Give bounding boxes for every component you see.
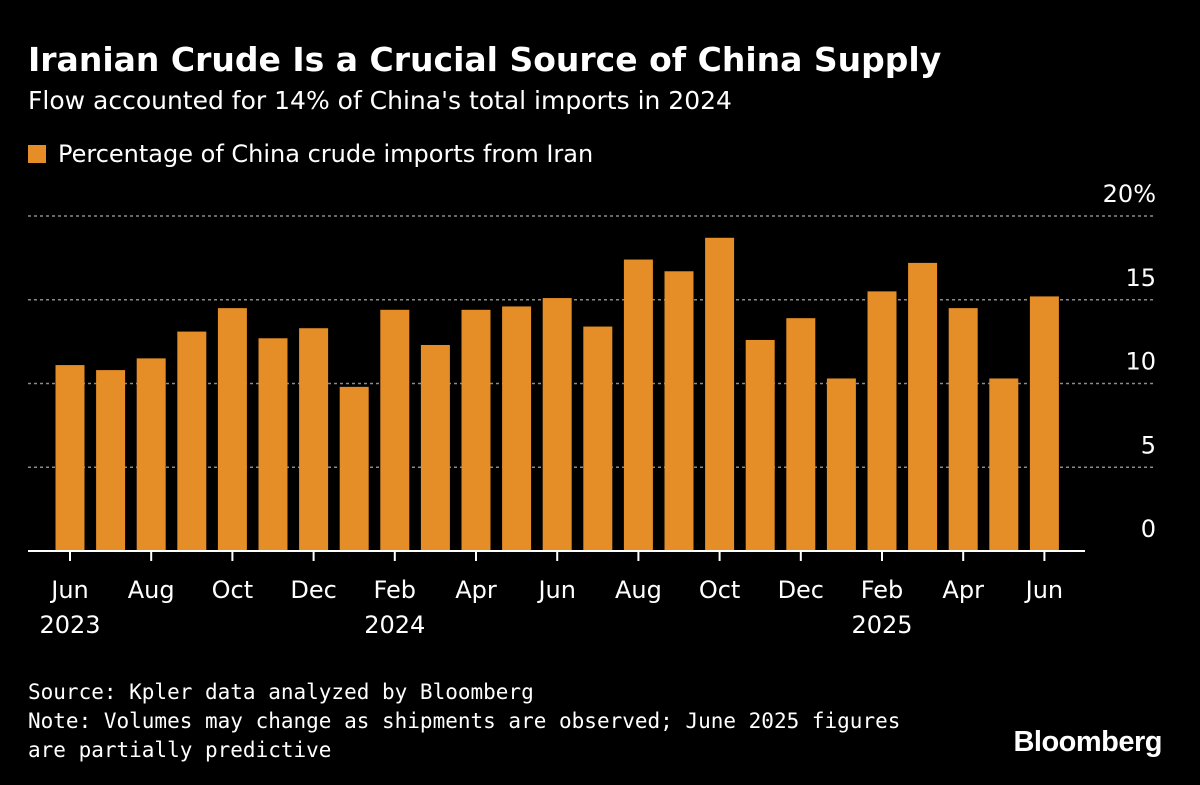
x-tick-label: Jun <box>536 576 576 604</box>
bar <box>745 339 775 551</box>
x-tick-label: Jun <box>1024 576 1064 604</box>
bar <box>177 331 207 551</box>
x-tick-label: Apr <box>942 576 984 604</box>
chart-subtitle: Flow accounted for 14% of China's total … <box>28 86 732 115</box>
legend-label: Percentage of China crude imports from I… <box>58 140 594 168</box>
bar <box>867 291 897 551</box>
bar-chart: 0 5 10 15 20% Jun 2023 Aug Oct Dec Feb 2024 Apr Jun Au… <box>28 180 1156 639</box>
bar <box>826 378 856 551</box>
y-tick-label: 0 <box>1141 515 1156 543</box>
bar <box>705 237 735 551</box>
bar <box>258 338 288 551</box>
x-tick-label: Oct <box>699 576 741 604</box>
x-tick-label: Dec <box>778 576 824 604</box>
y-tick-label: 20% <box>1103 180 1156 208</box>
footnote: Source: Kpler data analyzed by Bloomberg… <box>28 678 1008 765</box>
x-tick-label: Aug <box>128 576 175 604</box>
legend-swatch <box>28 145 46 163</box>
bar <box>55 365 85 551</box>
bar <box>623 259 653 551</box>
bar <box>502 306 532 551</box>
bar <box>542 298 572 551</box>
x-tick-label: Aug <box>615 576 662 604</box>
bar <box>908 262 938 551</box>
bar <box>583 326 613 551</box>
y-tick-label: 5 <box>1141 431 1156 459</box>
bar <box>664 271 694 551</box>
legend: Percentage of China crude imports from I… <box>28 140 593 168</box>
bar <box>217 308 247 551</box>
x-tick-year-label: 2023 <box>39 611 100 639</box>
x-tick-year-label: 2024 <box>364 611 425 639</box>
x-tick-label: Dec <box>290 576 336 604</box>
bar <box>299 328 329 551</box>
bar <box>1029 296 1059 551</box>
x-tick-label: Feb <box>374 576 417 604</box>
bar <box>461 309 491 551</box>
x-tick-label: Oct <box>212 576 254 604</box>
bloomberg-logo: Bloomberg <box>1013 726 1162 758</box>
x-tick-year-label: 2025 <box>851 611 912 639</box>
x-tick-label: Apr <box>455 576 497 604</box>
source-text: Source: Kpler data analyzed by Bloomberg <box>28 680 534 704</box>
bar <box>989 378 1019 551</box>
x-tick-label: Feb <box>861 576 904 604</box>
bar <box>339 386 369 551</box>
bar <box>948 308 978 551</box>
bar <box>136 358 166 551</box>
x-tick-label: Jun <box>49 576 89 604</box>
bar <box>420 344 450 551</box>
bar <box>786 318 816 551</box>
note-text-line2: are partially predictive <box>28 738 332 762</box>
bar <box>380 309 410 551</box>
y-tick-label: 15 <box>1125 264 1156 292</box>
bar <box>96 370 126 551</box>
note-text-line1: Note: Volumes may change as shipments ar… <box>28 709 901 733</box>
chart-title: Iranian Crude Is a Crucial Source of Chi… <box>28 40 942 79</box>
y-tick-label: 10 <box>1125 348 1156 376</box>
